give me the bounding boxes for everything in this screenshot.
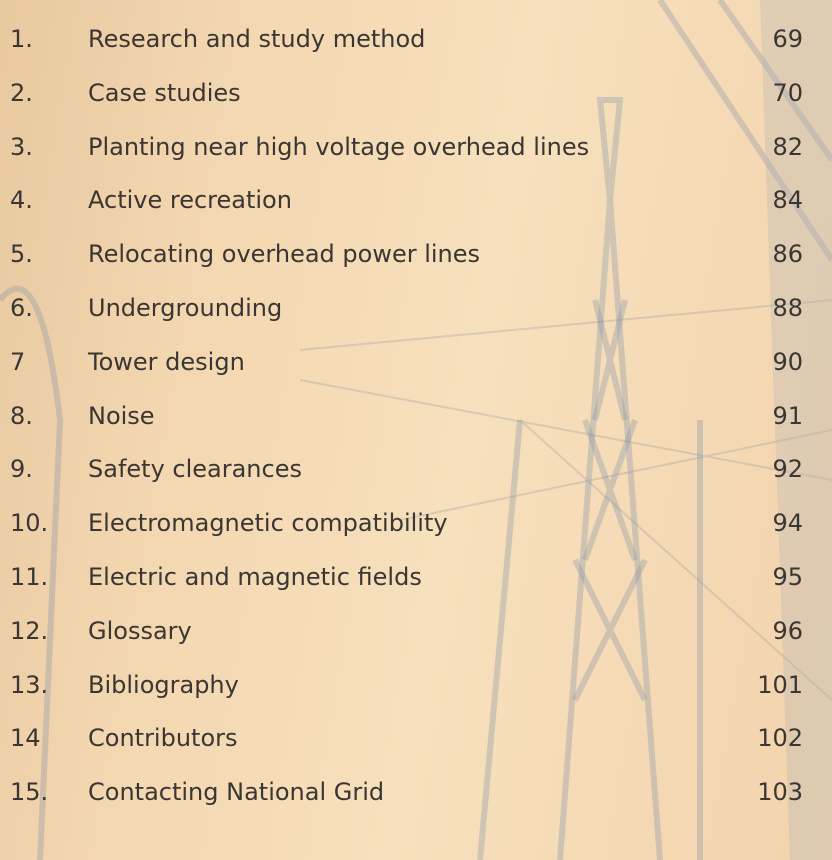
entry-page: 86 — [772, 240, 803, 268]
entry-page: 84 — [772, 186, 803, 214]
entry-title: Case studies — [88, 79, 241, 107]
entry-title: Bibliography — [88, 671, 239, 699]
entry-title: Research and study method — [88, 25, 425, 53]
entry-number: 8. — [10, 402, 33, 430]
toc-row: 11. Electric and magnetic fields 95 — [0, 551, 832, 605]
entry-title: Active recreation — [88, 186, 292, 214]
entry-title: Noise — [88, 402, 155, 430]
toc-row: 13. Bibliography 101 — [0, 659, 832, 713]
toc-row: 2. Case studies 70 — [0, 67, 832, 121]
entry-number: 14 — [10, 724, 41, 752]
toc-row: 8. Noise 91 — [0, 390, 832, 444]
entry-number: 5. — [10, 240, 33, 268]
entry-page: 69 — [772, 25, 803, 53]
entry-page: 94 — [772, 509, 803, 537]
entry-title: Glossary — [88, 617, 192, 645]
toc-row: 1. Research and study method 69 — [0, 13, 832, 67]
entry-title: Contributors — [88, 724, 238, 752]
entry-number: 10. — [10, 509, 48, 537]
entry-title: Contacting National Grid — [88, 778, 384, 806]
toc-row: 9. Safety clearances 92 — [0, 443, 832, 497]
toc-row: 14 Contributors 102 — [0, 712, 832, 766]
entry-title: Tower design — [88, 348, 245, 376]
entry-page: 101 — [757, 671, 803, 699]
entry-page: 95 — [772, 563, 803, 591]
entry-title: Electromagnetic compatibility — [88, 509, 448, 537]
entry-number: 13. — [10, 671, 48, 699]
entry-page: 88 — [772, 294, 803, 322]
entry-number: 1. — [10, 25, 33, 53]
entry-page: 102 — [757, 724, 803, 752]
toc-row: 4. Active recreation 84 — [0, 174, 832, 228]
entry-number: 7 — [10, 348, 25, 376]
entry-number: 11. — [10, 563, 48, 591]
entry-number: 12. — [10, 617, 48, 645]
entry-number: 3. — [10, 133, 33, 161]
entry-page: 82 — [772, 133, 803, 161]
toc-row: 3. Planting near high voltage overhead li… — [0, 121, 832, 175]
entry-page: 91 — [772, 402, 803, 430]
entry-number: 9. — [10, 455, 33, 483]
table-of-contents: 1. Research and study method 69 2. Case stud… — [0, 13, 832, 820]
entry-title: Relocating overhead power lines — [88, 240, 480, 268]
entry-number: 2. — [10, 79, 33, 107]
entry-number: 4. — [10, 186, 33, 214]
entry-number: 15. — [10, 778, 48, 806]
entry-title: Undergrounding — [88, 294, 282, 322]
entry-page: 96 — [772, 617, 803, 645]
entry-page: 92 — [772, 455, 803, 483]
toc-row: 7 Tower design 90 — [0, 336, 832, 390]
entry-number: 6. — [10, 294, 33, 322]
page: 1. Research and study method 69 2. Case stud… — [0, 0, 832, 860]
entry-page: 103 — [757, 778, 803, 806]
toc-row: 15. Contacting National Grid 103 — [0, 766, 832, 820]
entry-title: Safety clearances — [88, 455, 302, 483]
entry-page: 70 — [772, 79, 803, 107]
entry-title: Planting near high voltage overhead line… — [88, 133, 589, 161]
toc-row: 5. Relocating overhead power lines 86 — [0, 228, 832, 282]
toc-row: 12. Glossary 96 — [0, 605, 832, 659]
toc-row: 10. Electromagnetic compatibility 94 — [0, 497, 832, 551]
entry-title: Electric and magnetic fields — [88, 563, 422, 591]
toc-row: 6. Undergrounding 88 — [0, 282, 832, 336]
entry-page: 90 — [772, 348, 803, 376]
